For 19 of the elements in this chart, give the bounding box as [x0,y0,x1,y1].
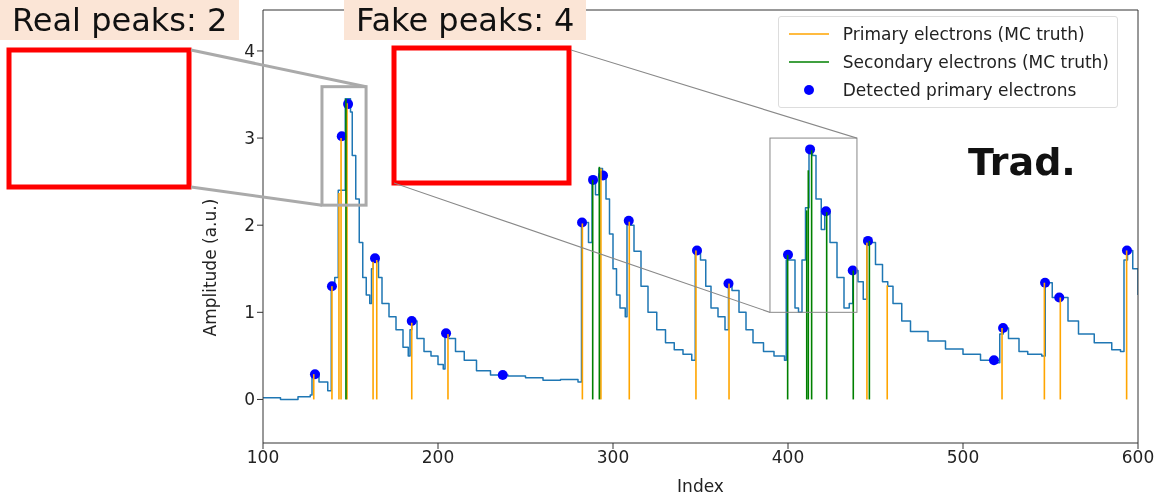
legend-label: Secondary electrons (MC truth) [842,52,1109,72]
x-tick-label: 500 [946,447,980,468]
x-tick-label: 600 [1121,447,1155,468]
y-tick-label: 0 [244,389,255,410]
annotation: Trad. [968,140,1076,184]
x-axis-title: Index [677,476,724,492]
y-tick-label: 4 [244,40,255,61]
x-tick-label: 100 [246,447,280,468]
y-axis-title: Amplitude (a.u.) [200,198,221,337]
x-tick-label: 300 [596,447,630,468]
y-tick-label: 3 [244,128,255,149]
text: Real peaks: 2 [0,0,240,40]
y-tick-label: 2 [244,215,255,236]
legend-label: Primary electrons (MC truth) [842,24,1085,44]
x-tick-label: 200 [421,447,455,468]
y-tick-label: 1 [244,302,255,323]
legend-label: Detected primary electrons [842,80,1077,100]
x-tick-label: 400 [771,447,805,468]
annotation: Fake peaks: 4 [344,0,587,40]
